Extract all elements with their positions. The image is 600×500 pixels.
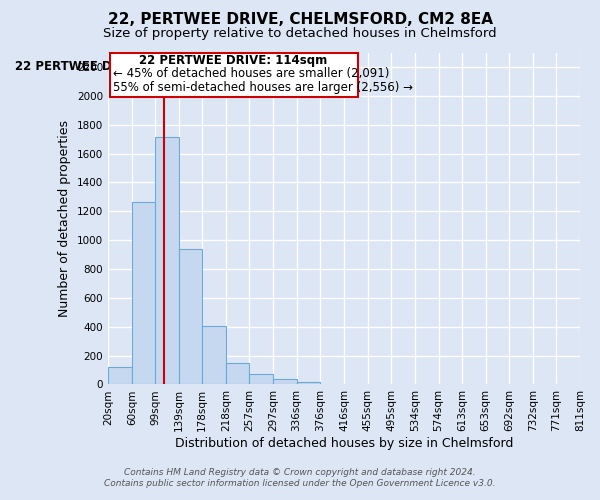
Bar xyxy=(202,326,226,384)
Bar xyxy=(132,202,155,384)
FancyBboxPatch shape xyxy=(110,52,358,98)
Bar xyxy=(296,382,320,384)
Text: 22 PERTWEE DRIVE: 114sqm: 22 PERTWEE DRIVE: 114sqm xyxy=(139,54,327,67)
Text: 55% of semi-detached houses are larger (2,556) →: 55% of semi-detached houses are larger (… xyxy=(113,80,413,94)
Bar xyxy=(179,249,202,384)
Bar xyxy=(250,374,273,384)
Bar xyxy=(226,363,250,384)
Text: 22, PERTWEE DRIVE, CHELMSFORD, CM2 8EA: 22, PERTWEE DRIVE, CHELMSFORD, CM2 8EA xyxy=(107,12,493,28)
Text: 22 PERTWEE DRIVE: 114sqm: 22 PERTWEE DRIVE: 114sqm xyxy=(15,60,203,72)
Text: ← 45% of detached houses are smaller (2,091): ← 45% of detached houses are smaller (2,… xyxy=(113,68,389,80)
Text: Size of property relative to detached houses in Chelmsford: Size of property relative to detached ho… xyxy=(103,28,497,40)
Y-axis label: Number of detached properties: Number of detached properties xyxy=(58,120,71,317)
Bar xyxy=(273,380,296,384)
Text: Contains HM Land Registry data © Crown copyright and database right 2024.
Contai: Contains HM Land Registry data © Crown c… xyxy=(104,468,496,487)
Bar xyxy=(155,137,179,384)
Bar xyxy=(108,367,132,384)
X-axis label: Distribution of detached houses by size in Chelmsford: Distribution of detached houses by size … xyxy=(175,437,513,450)
